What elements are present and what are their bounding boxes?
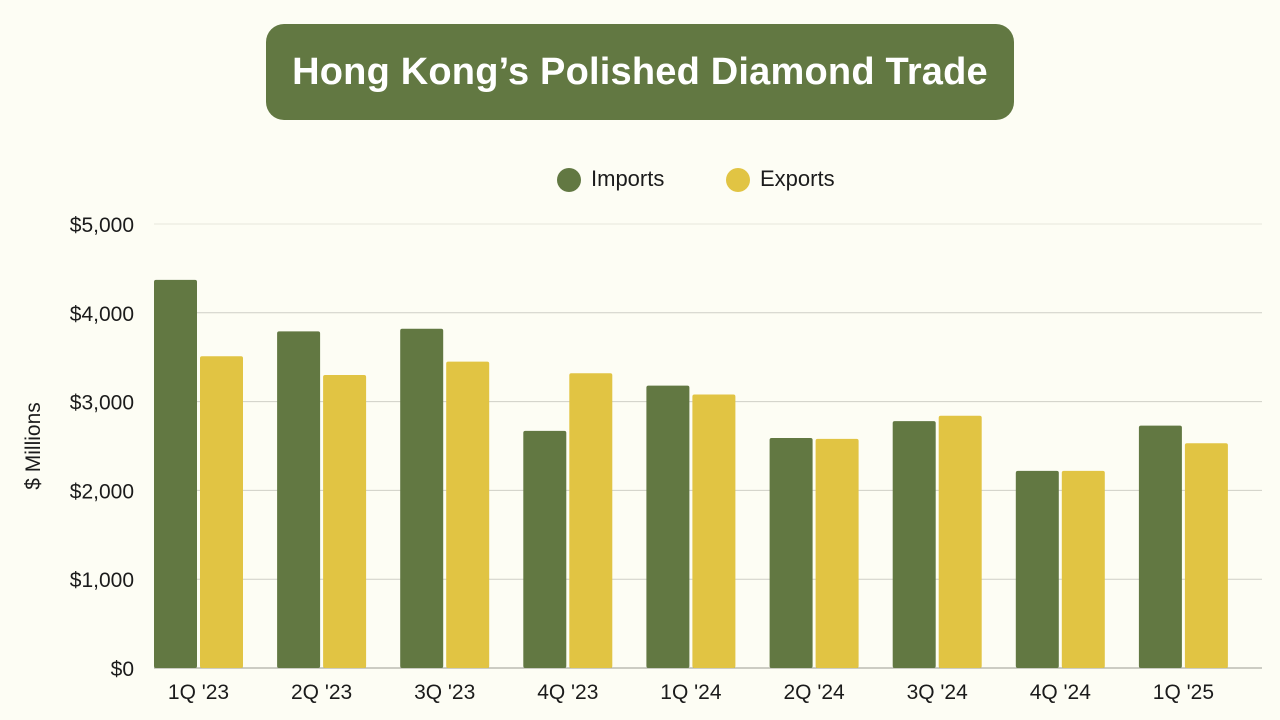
x-tick-label: 3Q '24 [907, 681, 969, 704]
y-tick-label: $3,000 [70, 392, 134, 415]
x-tick-label: 1Q '23 [168, 681, 229, 704]
x-tick-label: 2Q '23 [291, 681, 352, 704]
x-tick-label: 1Q '24 [660, 681, 722, 704]
axes: $0 $1,000 $2,000 $3,000 $4,000 $5,000 $ Millio… [22, 214, 1214, 704]
legend-swatch-imports [557, 168, 581, 192]
y-tick-label: $4,000 [70, 303, 134, 326]
bar-exports-2 [446, 361, 490, 668]
x-tick-label: 4Q '24 [1030, 681, 1092, 704]
chart-title: Hong Kong’s Polished Diamond Trade [292, 50, 988, 93]
bar-imports-6 [892, 421, 936, 668]
bar-imports-0 [154, 279, 197, 668]
bar-exports-6 [938, 415, 982, 668]
x-tick-label: 3Q '23 [414, 681, 475, 704]
bar-imports-7 [1015, 470, 1059, 668]
legend-label-exports: Exports [760, 166, 835, 191]
bar-exports-4 [692, 394, 736, 668]
bar-imports-1 [277, 331, 321, 668]
chart-title-box: Hong Kong’s Polished Diamond Trade [266, 24, 1014, 120]
y-tick-label: $1,000 [70, 569, 134, 592]
bar-exports-1 [323, 375, 367, 668]
y-tick-label: $0 [111, 658, 134, 681]
y-tick-label: $5,000 [70, 214, 134, 237]
x-tick-label: 1Q '25 [1153, 681, 1214, 704]
bar-imports-5 [769, 438, 813, 668]
bar-exports-5 [815, 438, 859, 668]
bar-imports-2 [400, 328, 444, 668]
bars [154, 279, 1228, 668]
y-axis-title: $ Millions [22, 402, 45, 490]
bar-exports-7 [1061, 470, 1105, 668]
bar-imports-4 [646, 385, 690, 668]
legend-swatch-exports [726, 168, 750, 192]
x-tick-label: 4Q '23 [537, 681, 598, 704]
bar-exports-8 [1184, 443, 1228, 668]
y-tick-label: $2,000 [70, 480, 134, 503]
legend: Imports Exports [557, 166, 835, 192]
bar-imports-3 [523, 430, 567, 668]
x-tick-label: 2Q '24 [783, 681, 845, 704]
bar-exports-0 [200, 356, 243, 668]
bar-exports-3 [569, 373, 613, 668]
legend-label-imports: Imports [591, 166, 664, 191]
bar-imports-8 [1138, 425, 1182, 668]
